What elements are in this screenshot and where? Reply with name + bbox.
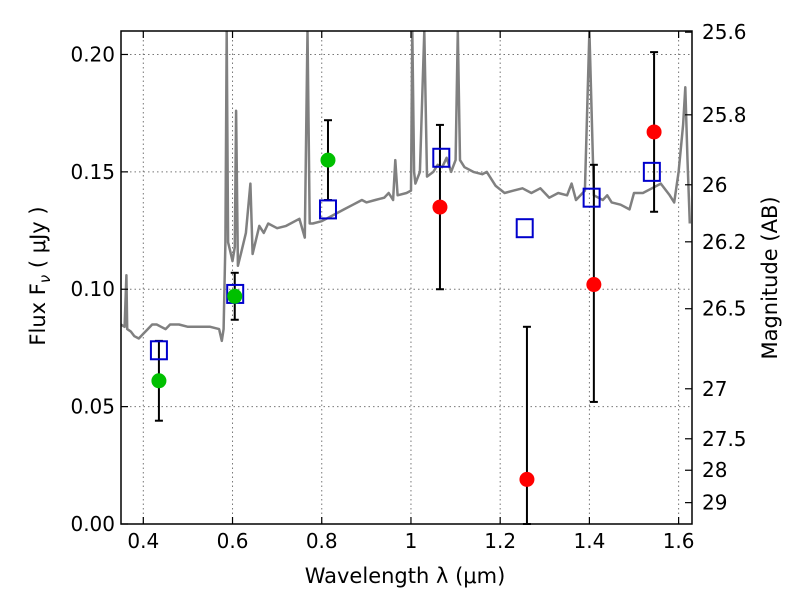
errorbar-layer <box>154 51 659 525</box>
y2-tick-label: 27 <box>702 377 727 401</box>
y-tick-label: 0.15 <box>70 160 115 184</box>
observed-point-red <box>646 124 662 140</box>
x-axis-label: Wavelength λ (μm) <box>305 564 506 588</box>
model-photometry-point <box>582 187 601 208</box>
observed-point-green <box>320 152 336 168</box>
y-tick-label: 0.00 <box>70 512 115 536</box>
model-photometry-layer <box>149 147 661 361</box>
y2-tick-label: 26.2 <box>702 230 747 254</box>
model-photometry-point <box>318 199 337 220</box>
y-tick-label: 0.10 <box>70 277 115 301</box>
model-photometry-point <box>642 161 661 182</box>
y-tick-label: 0.20 <box>70 42 115 66</box>
y2-tick-label: 27.5 <box>702 427 747 451</box>
observed-point-red <box>432 199 448 215</box>
y-axis: 0.00 0.05 0.10 0.15 0.20 <box>70 42 128 536</box>
grid <box>121 31 692 525</box>
model-photometry-point <box>149 340 168 361</box>
y2-tick-label: 29 <box>702 491 727 515</box>
model-spectrum-line <box>121 31 692 343</box>
spectrum-layer <box>121 31 692 343</box>
y2-tick-label: 28 <box>702 458 727 482</box>
x-tick-label: 1 <box>405 529 418 553</box>
x-tick-label: 0.8 <box>306 529 338 553</box>
x-tick-label: 1.6 <box>663 529 695 553</box>
y2-axis: 25.6 25.8 26 26.2 26.5 27 27.5 28 29 <box>685 20 747 515</box>
observed-point-green <box>151 373 167 389</box>
y2-tick-label: 26.5 <box>702 297 747 321</box>
y-tick-label: 0.05 <box>70 395 115 419</box>
plot-frame <box>120 30 693 525</box>
y2-tick-label: 25.8 <box>702 103 747 127</box>
y-axis-label: Flux Fν ( μJy ) <box>26 206 54 345</box>
y2-tick-label: 25.6 <box>702 20 747 44</box>
x-axis: 0.4 0.6 0.8 1 1.2 1.4 1.6 <box>127 31 695 553</box>
svg-text:Flux Fν ( μJy ): Flux Fν ( μJy ) <box>26 206 54 345</box>
x-tick-label: 1.4 <box>573 529 605 553</box>
x-tick-label: 0.4 <box>127 529 159 553</box>
y2-axis-label: Magnitude (AB) <box>758 196 782 359</box>
observed-photometry-layer <box>151 124 662 487</box>
y-axis-label-subscript: ν <box>36 275 54 283</box>
x-tick-label: 1.2 <box>484 529 516 553</box>
observed-point-red <box>519 471 535 487</box>
observed-point-green <box>227 288 243 304</box>
x-tick-label: 0.6 <box>217 529 249 553</box>
model-photometry-point <box>515 218 534 239</box>
model-photometry-point <box>432 147 451 168</box>
y-axis-label-main: Flux F <box>26 283 50 345</box>
y-axis-label-unit: ( μJy ) <box>26 206 50 268</box>
y2-tick-label: 26 <box>702 173 727 197</box>
observed-point-red <box>586 277 602 293</box>
